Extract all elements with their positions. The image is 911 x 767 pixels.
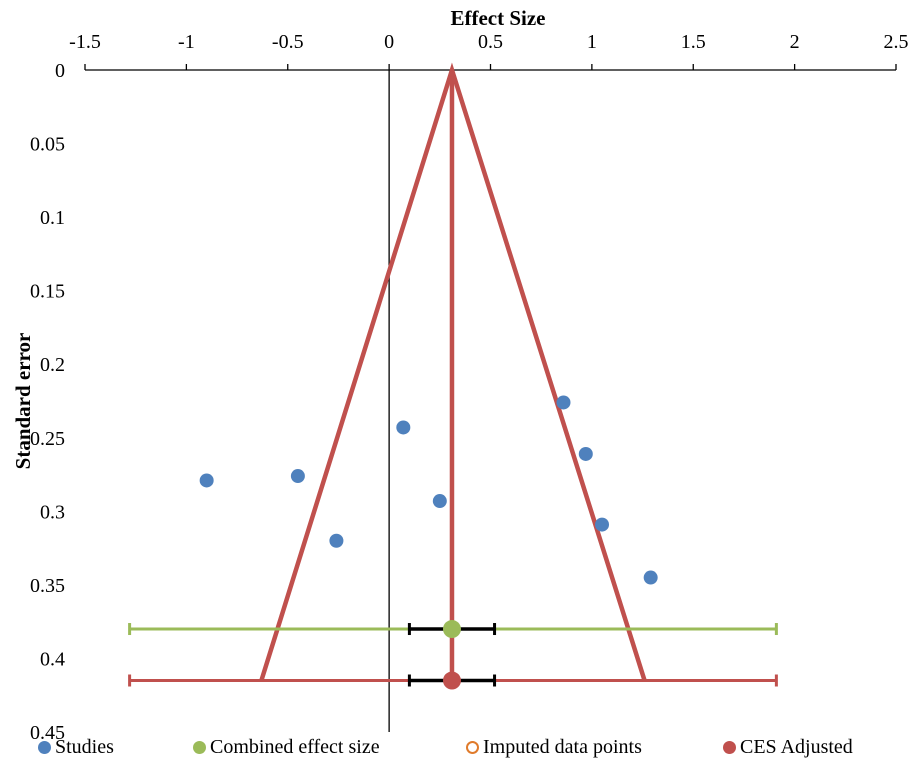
x-tick-label: 1 xyxy=(587,31,597,53)
legend-marker-imputed xyxy=(466,741,479,754)
legend-label-combined: Combined effect size xyxy=(210,736,380,758)
y-tick-label: 0.35 xyxy=(30,575,65,597)
legend-item-adjusted: CES Adjusted xyxy=(723,736,853,759)
y-tick-label: 0.05 xyxy=(30,134,65,156)
data-points xyxy=(199,395,658,585)
study-point xyxy=(643,570,658,585)
study-point xyxy=(396,420,411,435)
study-point xyxy=(199,473,214,488)
x-tick-label: 0.5 xyxy=(478,31,503,53)
legend-label-adjusted: CES Adjusted xyxy=(740,736,853,758)
y-axis-title: Standard error xyxy=(11,333,35,470)
x-axis: -1.5 -1 -0.5 0 0.5 1 1.5 2 2.5 xyxy=(69,31,909,71)
intervals xyxy=(128,620,778,690)
y-tick-label: 0.2 xyxy=(40,354,65,376)
study-point xyxy=(556,395,571,410)
y-tick-label: 0.3 xyxy=(40,501,65,523)
x-axis-title: Effect Size xyxy=(450,6,545,30)
study-point xyxy=(432,494,447,509)
legend-marker-studies xyxy=(38,741,51,754)
study-point xyxy=(595,517,610,532)
legend-label-imputed: Imputed data points xyxy=(483,736,642,758)
legend-marker-combined xyxy=(193,741,206,754)
y-tick-label: 0.45 xyxy=(30,722,65,744)
study-point xyxy=(329,533,344,548)
x-tick-label: 1.5 xyxy=(681,31,706,53)
x-tick-label: 0 xyxy=(384,31,394,53)
x-tick-label: -1.5 xyxy=(69,31,101,53)
x-tick-label: 2.5 xyxy=(884,31,909,53)
x-tick-label: -0.5 xyxy=(272,31,304,53)
y-tick-label: 0.15 xyxy=(30,281,65,303)
legend-marker-adjusted xyxy=(723,741,736,754)
y-tick-label: 0.4 xyxy=(40,648,65,670)
legend-label-studies: Studies xyxy=(55,736,114,758)
y-tick-label: 0.1 xyxy=(40,207,65,229)
y-tick-label: 0 xyxy=(55,60,65,82)
funnel xyxy=(259,62,647,682)
study-point xyxy=(578,446,593,461)
legend-item-studies: Studies xyxy=(38,736,114,759)
legend-item-combined: Combined effect size xyxy=(193,736,380,759)
legend: Studies Combined effect size Imputed dat… xyxy=(0,736,911,766)
x-tick-label: -1 xyxy=(178,31,195,53)
x-tick-label: 2 xyxy=(790,31,800,53)
combined-effect-estimate-point xyxy=(442,620,461,639)
y-tick-label: 0.25 xyxy=(30,428,65,450)
study-point xyxy=(290,469,305,484)
legend-item-imputed: Imputed data points xyxy=(466,736,642,759)
ces-adjusted-estimate-point xyxy=(442,671,461,690)
y-axis: 0 0.05 0.1 0.15 0.2 0.25 0.3 0.35 0.4 0.45 xyxy=(30,60,65,744)
